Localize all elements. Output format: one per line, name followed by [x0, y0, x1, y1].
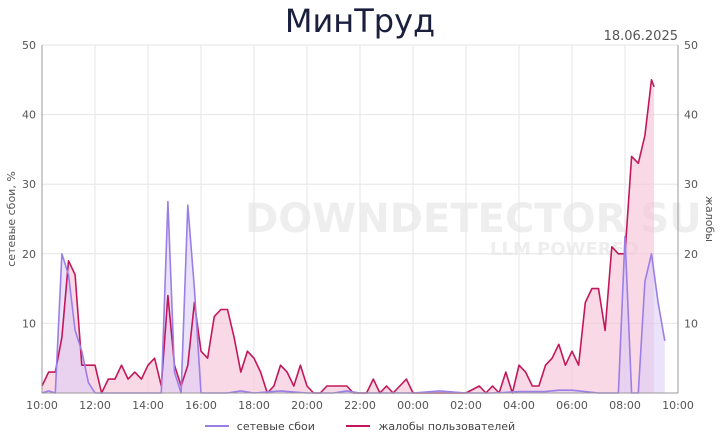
legend: сетевые сбои жалобы пользователей — [0, 417, 720, 433]
x-tick-label: 06:00 — [556, 399, 588, 412]
y-tick-label-left: 40 — [22, 109, 36, 122]
y-tick-label-right: 10 — [684, 317, 698, 330]
x-tick-label: 14:00 — [132, 399, 164, 412]
y-axis-label-left: сетевые сбои, % — [5, 171, 18, 267]
y-tick-label-left: 30 — [22, 178, 36, 191]
x-tick-label: 16:00 — [185, 399, 217, 412]
y-tick-label-right: 40 — [684, 109, 698, 122]
legend-item-net: сетевые сбои — [204, 419, 315, 433]
x-axis-ticks: 10:00 12:00 14:00 16:00 18:00 20:00 22:00 00:00… — [26, 399, 694, 412]
chart-date: 18.06.2025 — [603, 29, 678, 44]
x-tick-label: 18:00 — [238, 399, 270, 412]
x-tick-label: 10:00 — [26, 399, 58, 412]
x-tick-label: 04:00 — [503, 399, 535, 412]
x-tick-label: 02:00 — [450, 399, 482, 412]
axes — [41, 45, 679, 394]
legend-label-complaints: жалобы пользователей — [378, 419, 516, 433]
series-line-complaints — [41, 79, 655, 394]
watermark-main-text: DOWNDETECTOR SU — [245, 196, 702, 242]
y-tick-label-right: 30 — [684, 178, 698, 191]
legend-label-net: сетевые сбои — [236, 419, 315, 433]
x-tick-label: 20:00 — [291, 399, 323, 412]
y-tick-label-left: 20 — [22, 248, 36, 261]
x-tick-label: 00:00 — [397, 399, 429, 412]
y-tick-label-right: 50 — [684, 39, 698, 52]
watermark: DOWNDETECTOR SU LLM POWERED — [245, 196, 702, 260]
y-axis-ticks: 10 10 20 20 30 30 40 40 50 50 — [22, 39, 698, 330]
x-tick-label: 08:00 — [609, 399, 641, 412]
chart-title: МинТруд — [284, 2, 436, 40]
y-tick-label-right: 20 — [684, 248, 698, 261]
y-tick-label-left: 10 — [22, 317, 36, 330]
y-tick-label-left: 50 — [22, 39, 36, 52]
watermark-sub-text: LLM POWERED — [490, 239, 639, 260]
legend-item-complaints: жалобы пользователей — [346, 420, 515, 433]
grid — [41, 44, 679, 393]
x-tick-label: 12:00 — [79, 399, 111, 412]
legend-swatch-complaints — [346, 425, 371, 427]
legend-swatch-net — [204, 425, 229, 427]
x-tick-label: 10:00 — [662, 399, 694, 412]
y-axis-label-right: жалобы — [703, 196, 716, 242]
x-tick-label: 22:00 — [344, 399, 376, 412]
